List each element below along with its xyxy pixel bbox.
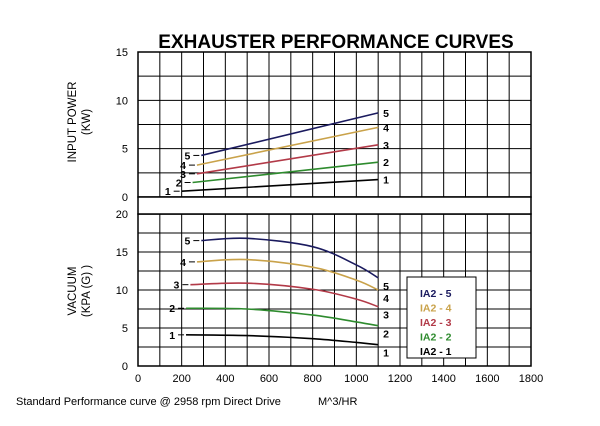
legend-entry-1: IA2 - 1	[420, 346, 452, 358]
power-y-axis-label-line1: INPUT POWER	[67, 82, 79, 163]
power-curve-2-start-label: 2	[176, 178, 182, 190]
power-curve-3-end-label: 3	[383, 140, 389, 152]
vacuum-y-tick-label: 20	[116, 209, 128, 221]
panel-separator	[137, 196, 532, 215]
x-axis-label: M^3/HR	[318, 396, 357, 408]
x-tick-label: 1600	[475, 373, 499, 385]
x-tick-label: 1400	[431, 373, 455, 385]
power-y-tick-label: 0	[122, 192, 128, 204]
vacuum-curve-2-start-label: 2	[169, 303, 175, 315]
vacuum-y-ticks: 0 5 10 15 20	[116, 209, 128, 373]
vacuum-curve-1-start-label: 1	[169, 330, 175, 342]
legend-entry-3: IA2 - 3	[420, 317, 452, 329]
x-tick-label: 800	[303, 373, 321, 385]
legend: IA2 - 5 IA2 - 4 IA2 - 3 IA2 - 2 IA2 - 1	[406, 276, 477, 359]
vacuum-curve-5-end-label: 5	[383, 281, 389, 293]
vacuum-y-tick-label: 5	[122, 323, 128, 335]
x-tick-label: 1800	[519, 373, 543, 385]
vacuum-curve-1-end-label: 1	[383, 348, 389, 360]
vacuum-curve-5-start-label: 5	[184, 236, 190, 248]
power-y-tick-label: 5	[122, 144, 128, 156]
x-tick-label: 600	[260, 373, 278, 385]
vacuum-y-tick-label: 0	[122, 361, 128, 373]
x-tick-label: 0	[135, 373, 141, 385]
power-panel-grid	[137, 51, 532, 198]
power-curve-1-start-label: 1	[165, 186, 171, 198]
vacuum-y-axis-label-line2: (KPA (G) )	[81, 265, 93, 317]
power-curve-2-end-label: 2	[383, 157, 389, 169]
vacuum-y-tick-label: 10	[116, 285, 128, 297]
x-tick-label: 1000	[344, 373, 368, 385]
vacuum-curve-2-end-label: 2	[383, 329, 389, 341]
x-axis-ticks: 0 200 400 600 800 1000 1200 1400 1600 1800	[135, 373, 543, 385]
vacuum-y-axis-label-line1: VACUUM	[67, 267, 79, 316]
power-curve-5-end-label: 5	[383, 108, 389, 120]
power-curve-4	[196, 126, 379, 166]
vacuum-curve-4	[196, 258, 379, 291]
power-curve-5-start-label: 5	[184, 150, 190, 162]
power-curve-4-end-label: 4	[383, 122, 389, 134]
power-curve-3-start-label: 3	[180, 169, 186, 181]
power-y-ticks: 0 5 10 15	[116, 47, 128, 204]
legend-box	[406, 276, 477, 359]
vacuum-curve-3	[190, 282, 379, 308]
vacuum-curve-2	[186, 307, 379, 327]
vacuum-y-tick-label: 15	[116, 247, 128, 259]
power-curve-1	[181, 178, 379, 192]
power-y-axis-label-line2: (KW)	[81, 109, 93, 135]
power-curve-3	[196, 144, 379, 175]
vacuum-curve-1	[186, 334, 379, 346]
power-curve-4-start-label: 4	[180, 160, 186, 172]
vacuum-curve-3-start-label: 3	[174, 280, 180, 292]
vacuum-curve-4-end-label: 4	[383, 293, 389, 305]
x-tick-label: 200	[172, 373, 190, 385]
x-tick-label: 1200	[388, 373, 412, 385]
vacuum-curve-3-end-label: 3	[383, 310, 389, 322]
power-y-tick-label: 15	[116, 47, 128, 59]
power-curve-1-end-label: 1	[383, 175, 389, 187]
power-curve-5	[201, 112, 379, 157]
power-curve-2	[192, 161, 379, 184]
footer-note: Standard Performance curve @ 2958 rpm Di…	[16, 396, 281, 408]
vacuum-curve-5	[201, 237, 379, 279]
chart-title: EXHAUSTER PERFORMANCE CURVES	[158, 32, 513, 53]
legend-entry-5: IA2 - 5	[420, 288, 452, 300]
x-tick-label: 400	[216, 373, 234, 385]
vacuum-curve-4-start-label: 4	[180, 257, 186, 269]
legend-entry-2: IA2 - 2	[420, 332, 452, 344]
legend-entry-4: IA2 - 4	[420, 303, 452, 315]
power-y-tick-label: 10	[116, 95, 128, 107]
